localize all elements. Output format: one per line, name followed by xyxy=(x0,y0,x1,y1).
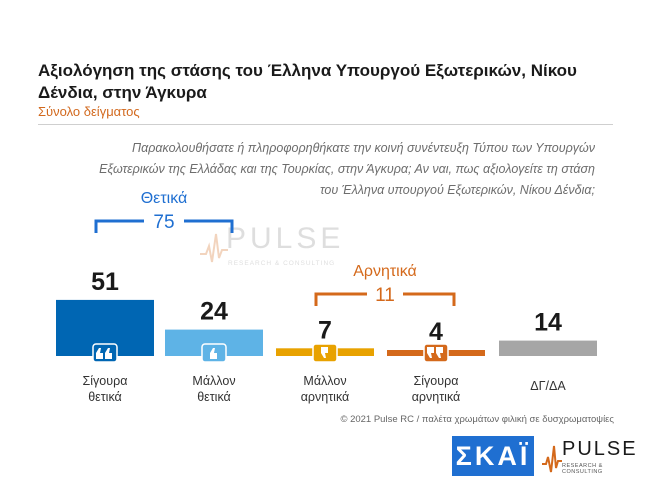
chart-subtitle: Σύνολο δείγματος xyxy=(38,104,140,119)
thumbs-down-icon xyxy=(312,343,338,363)
pulse-logo: PULSE RESEARCH & CONSULTING xyxy=(542,438,636,478)
category-label-2-line2: θετικά xyxy=(197,390,231,404)
group-total-1: 75 xyxy=(153,212,174,233)
thumbs-up-icon xyxy=(201,343,227,363)
group-bracket-1-right xyxy=(184,219,234,233)
category-label-4-line2: αρνητικά xyxy=(412,390,461,404)
pulse-logo-text: PULSE xyxy=(562,438,638,460)
watermark-subtext: RESEARCH & CONSULTING xyxy=(228,260,336,267)
pulse-watermark: PULSE RESEARCH & CONSULTING xyxy=(200,222,350,274)
group-bracket-2-left xyxy=(314,292,367,306)
watermark-text: PULSE xyxy=(226,222,345,255)
pulse-wave-icon xyxy=(200,233,228,263)
data-label-3: 7 xyxy=(318,316,332,344)
copyright-note: © 2021 Pulse RC / παλέτα χρωμάτων φιλική… xyxy=(340,414,614,425)
double-thumbs-down-icon xyxy=(423,343,449,363)
category-label-1-line2: θετικά xyxy=(88,390,122,404)
category-label-5: ΔΓ/ΔΑ xyxy=(530,379,566,393)
group-label-2: Αρνητικά xyxy=(353,263,417,280)
category-label-4: Σίγουρα xyxy=(414,374,459,388)
category-label-1: Σίγουρα xyxy=(83,374,128,388)
pulse-logo-wave-icon xyxy=(542,445,562,473)
category-label-2: Μάλλον xyxy=(192,374,235,388)
group-bracket-2-right xyxy=(403,292,456,306)
chart-title: Αξιολόγηση της στάσης του Έλληνα Υπουργο… xyxy=(38,61,577,102)
skai-logo: ΣΚΑΪ xyxy=(452,436,534,476)
divider xyxy=(38,124,613,125)
data-label-1: 51 xyxy=(91,268,119,296)
group-bracket-1-left xyxy=(94,219,144,233)
category-label-3-line2: αρνητικά xyxy=(301,390,350,404)
data-label-5: 14 xyxy=(534,309,562,337)
group-total-2: 11 xyxy=(375,285,395,306)
bar-5 xyxy=(499,340,597,356)
data-label-2: 24 xyxy=(200,298,228,326)
double-thumbs-up-icon xyxy=(92,343,118,363)
survey-question: Παρακολουθήσατε ή πληροφορηθήκατε την κο… xyxy=(99,141,595,197)
group-label-1: Θετικά xyxy=(141,190,188,207)
data-label-4: 4 xyxy=(429,318,443,346)
category-label-3: Μάλλον xyxy=(303,374,346,388)
pulse-logo-subtext: RESEARCH & CONSULTING xyxy=(562,463,603,475)
